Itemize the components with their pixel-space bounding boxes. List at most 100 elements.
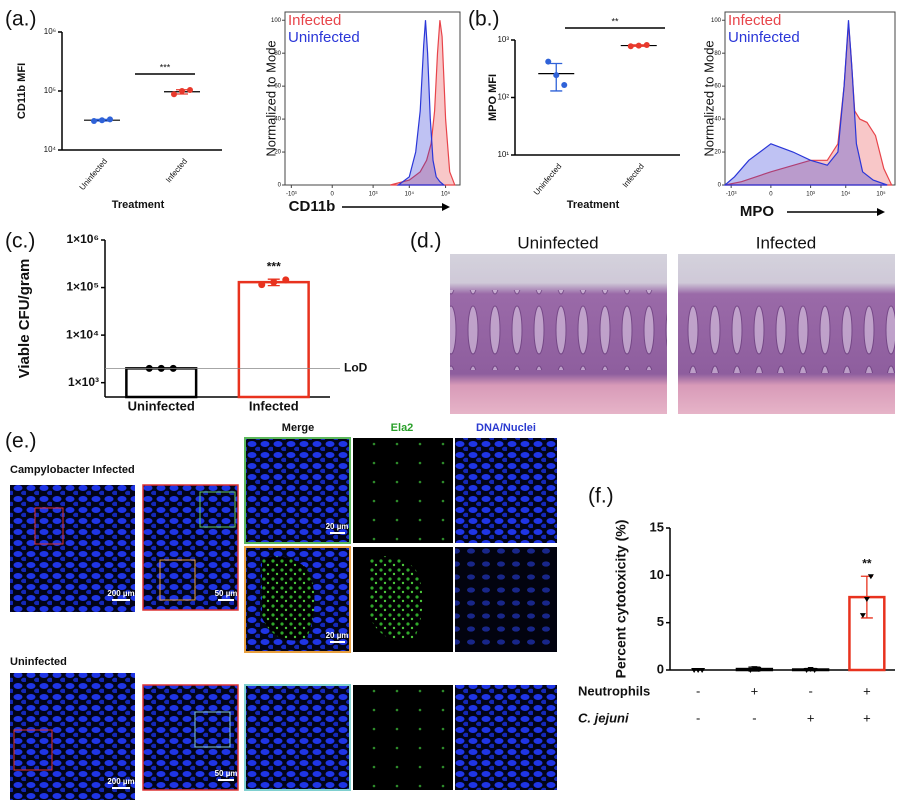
fluorescence-images	[10, 437, 557, 800]
bar	[237, 280, 310, 399]
histology-image	[450, 254, 667, 414]
y-tick-label: 10⁶	[44, 27, 56, 36]
data-point	[258, 281, 266, 289]
data-point	[561, 81, 568, 88]
data-point	[699, 668, 706, 673]
histogram-area	[723, 20, 888, 186]
significance: **	[611, 16, 619, 26]
x-tick-label: 0	[331, 192, 335, 198]
legend-entry: Infected	[728, 12, 781, 29]
y-tick-label: 100	[711, 18, 722, 24]
data-point	[270, 278, 278, 286]
x-axis-title: Treatment	[112, 199, 165, 211]
significance: ***	[267, 259, 281, 273]
y-tick-label: 1×10⁵	[66, 280, 99, 294]
scale-bar-label: 50 µm	[215, 769, 238, 778]
data-point	[811, 668, 818, 673]
condition-mark: -	[696, 710, 700, 725]
arrow-head	[442, 203, 450, 211]
x-tick-label: 10³	[806, 192, 815, 198]
y-tick-label: 10⁴	[44, 145, 57, 154]
condition-mark: -	[696, 683, 700, 698]
reference-label: LoD	[344, 361, 368, 375]
y-tick-label: 80	[714, 51, 721, 57]
plot-frame	[284, 11, 461, 186]
y-tick-label: 0	[718, 183, 722, 189]
data-point	[863, 597, 870, 602]
legend-entry: Infected	[288, 12, 341, 29]
y-tick-label: 40	[274, 117, 281, 123]
panel-label: (d.)	[410, 230, 442, 253]
condition-mark: +	[863, 710, 871, 725]
y-tick-label: 20	[714, 150, 721, 156]
condition-mark: +	[807, 710, 815, 725]
x-tick-label: 10⁴	[841, 191, 851, 198]
data-point	[99, 117, 105, 124]
panel-label: (f.)	[588, 485, 614, 508]
row-title: Uninfected	[10, 656, 67, 668]
legend-entry: Uninfected	[728, 29, 800, 46]
y-tick-label: 15	[650, 519, 664, 534]
scale-bar-label: 20 µm	[326, 631, 349, 640]
data-point	[179, 88, 185, 94]
condition-mark: +	[751, 683, 759, 698]
x-tick-label: Infected	[164, 157, 189, 185]
y-axis-title: Viable CFU/gram	[16, 259, 33, 379]
y-tick-label: 20	[274, 150, 281, 156]
image-title: Infected	[756, 233, 817, 252]
significance: ***	[160, 62, 171, 72]
x-axis-title: CD11b	[289, 198, 336, 215]
condition-mark: -	[808, 683, 812, 698]
y-axis-title: Normalized to Mode	[263, 40, 278, 156]
y-tick-label: 0	[278, 183, 282, 189]
data-point	[747, 668, 754, 673]
scale-bar-label: 20 µm	[326, 522, 349, 531]
x-tick-label: -10³	[726, 192, 737, 198]
data-point	[643, 41, 650, 48]
histogram-area	[396, 20, 446, 186]
row-label: Neutrophils	[578, 683, 650, 698]
x-axis-title: MPO	[740, 203, 775, 220]
y-tick-label: 80	[274, 51, 281, 57]
x-tick-label: Uninfected	[128, 398, 195, 413]
x-tick-label: -10³	[286, 192, 297, 198]
y-tick-label: 1×10³	[68, 375, 99, 389]
y-tick-label: 100	[271, 18, 282, 24]
column-title: Ela2	[391, 422, 414, 434]
x-tick-label: Infected	[621, 162, 646, 190]
x-tick-label: 10⁵	[876, 191, 886, 198]
y-tick-label: 10²	[497, 93, 509, 102]
data-point	[691, 668, 698, 673]
data-point	[635, 42, 642, 49]
data-point	[695, 668, 702, 673]
x-tick-label: 0	[769, 192, 773, 198]
y-tick-label: 10⁵	[44, 86, 56, 95]
bar	[125, 367, 198, 399]
scale-bar-label: 200 µm	[107, 589, 134, 598]
y-axis-title: CD11b MFI	[16, 63, 28, 119]
x-tick-label: Infected	[249, 398, 299, 413]
panel-label: (e.)	[5, 430, 37, 453]
x-tick-label: Uninfected	[78, 157, 109, 192]
panel-label: (c.)	[5, 230, 35, 253]
y-tick-label: 10¹	[497, 150, 509, 159]
x-tick-label: 10³	[369, 192, 378, 198]
x-tick-label: 10⁵	[441, 191, 451, 198]
column-title: DNA/Nuclei	[476, 422, 536, 434]
data-point	[187, 86, 193, 93]
y-tick-label: 1×10⁶	[66, 232, 99, 246]
row-title: Campylobacter Infected	[10, 464, 135, 476]
data-point	[859, 613, 866, 619]
arrow-head	[877, 208, 885, 216]
column-title: Merge	[282, 422, 314, 434]
x-tick-label: 10⁴	[405, 191, 415, 198]
y-tick-label: 10	[650, 567, 664, 582]
x-tick-label: Uninfected	[532, 162, 563, 197]
histology-image	[678, 254, 895, 414]
y-axis-title: Percent cytotoxicity (%)	[613, 520, 629, 679]
panel-label: (a.)	[5, 8, 37, 31]
condition-mark: +	[863, 683, 871, 698]
data-point	[755, 667, 762, 673]
panel-label: (b.)	[468, 8, 500, 31]
